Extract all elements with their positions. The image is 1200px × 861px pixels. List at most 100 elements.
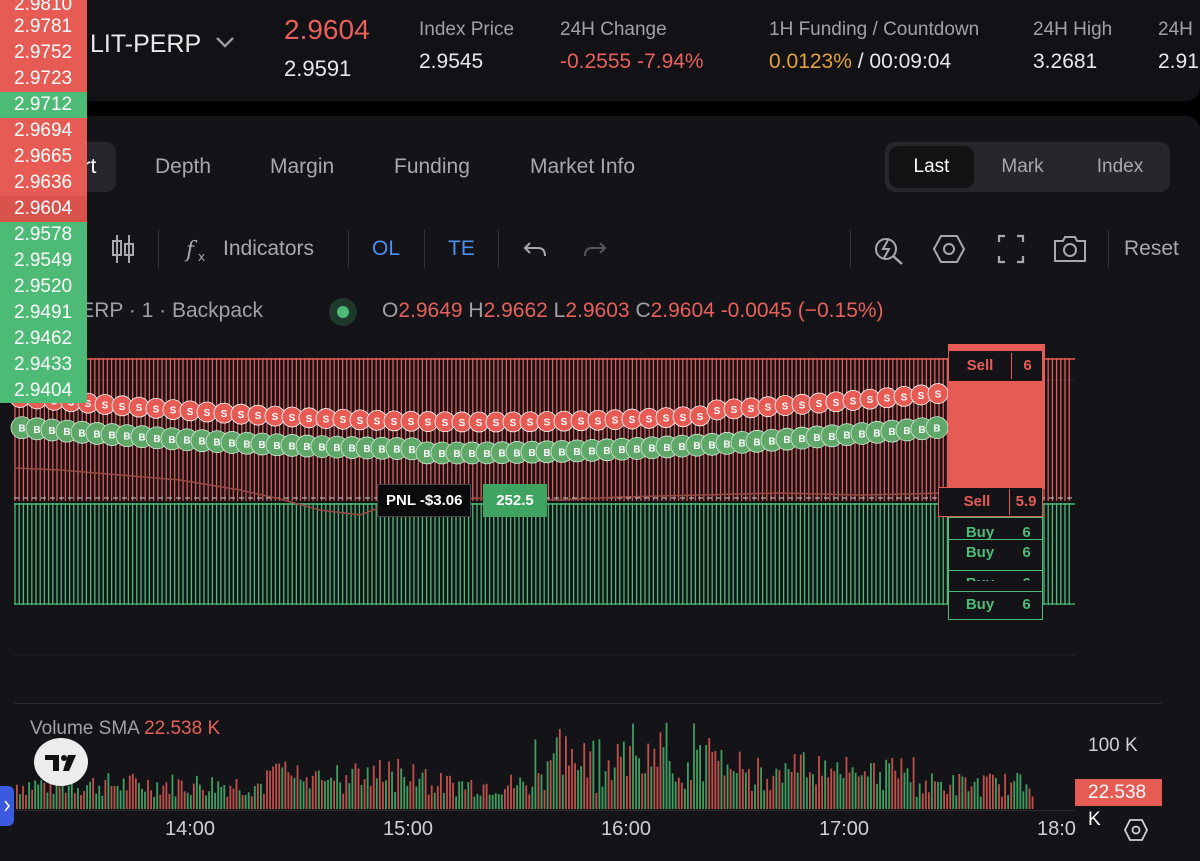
sell-trade-marker-label: S xyxy=(697,412,704,423)
volume-bar xyxy=(1007,795,1010,809)
volume-bar xyxy=(37,784,40,809)
buy-trade-marker-label: B xyxy=(228,438,235,449)
ol-toggle[interactable]: OL xyxy=(372,237,401,260)
indicators-button[interactable]: Indicators xyxy=(223,237,315,260)
volume-bar xyxy=(787,768,790,809)
volume-bar xyxy=(342,793,345,809)
low-24h-value: 2.91 xyxy=(1158,50,1199,73)
volume-bar xyxy=(101,795,104,809)
volume-label: Volume SMA xyxy=(30,718,139,739)
volume-bar xyxy=(900,758,903,809)
position-pnl-label[interactable]: PNL -$3.06 xyxy=(377,484,472,517)
funding-rate: 0.0123% xyxy=(769,50,852,73)
volume-bar xyxy=(1010,782,1013,809)
function-icon[interactable]: f x xyxy=(184,230,214,268)
price-source-last[interactable]: Last xyxy=(889,146,974,188)
volume-bar xyxy=(592,740,595,809)
volume-bar xyxy=(217,781,220,809)
volume-bar xyxy=(470,779,473,809)
volume-bar xyxy=(836,762,839,809)
current-sell-order[interactable]: Sell 5.9 xyxy=(938,487,1043,517)
buy-trade-marker-label: B xyxy=(693,441,700,452)
volume-bar xyxy=(748,769,750,809)
volume-bar xyxy=(302,781,305,809)
volume-bar xyxy=(696,749,698,809)
buy-trade-marker-label: B xyxy=(153,434,160,445)
volume-bar xyxy=(174,796,177,809)
price-source-mark[interactable]: Mark xyxy=(1001,156,1044,177)
buy-trade-marker-label: B xyxy=(768,436,775,447)
last-price: 2.9604 xyxy=(284,14,370,45)
volume-bar xyxy=(854,772,857,809)
sell-trade-marker-label: S xyxy=(204,408,211,419)
volume-bar xyxy=(714,751,717,809)
volume-bar xyxy=(446,775,448,809)
volume-bar xyxy=(52,793,55,809)
toolbar-divider xyxy=(424,230,425,268)
volume-bar xyxy=(735,772,738,809)
volume-bar xyxy=(199,784,201,809)
pane-divider xyxy=(14,703,1162,704)
volume-bar xyxy=(168,793,171,809)
candlestick-icon[interactable] xyxy=(110,230,136,268)
current-sell-side: Sell xyxy=(963,493,991,510)
axis-settings-icon[interactable] xyxy=(1124,818,1148,842)
sell-trade-marker-label: S xyxy=(833,398,840,409)
sell-trade-marker-label: S xyxy=(561,417,568,428)
volume-bar xyxy=(616,744,619,809)
sell-trade-marker-label: S xyxy=(629,415,636,426)
volume-bar xyxy=(821,775,823,809)
volume-bar xyxy=(796,772,799,809)
volume-bar xyxy=(769,790,772,809)
settings-hex-icon[interactable] xyxy=(932,230,966,268)
volume-bar xyxy=(751,790,753,809)
tab-funding[interactable]: Funding xyxy=(394,155,470,178)
buy-trade-marker-label: B xyxy=(873,428,880,439)
reset-button[interactable]: Reset xyxy=(1124,237,1179,260)
buy-trade-marker-label: B xyxy=(813,433,820,444)
low-label: L xyxy=(553,299,566,322)
volume-bar xyxy=(98,785,101,809)
volume-bar xyxy=(275,763,278,809)
volume-bar xyxy=(525,785,528,809)
svg-text:x: x xyxy=(198,250,205,264)
position-qty-label[interactable]: 252.5 xyxy=(483,484,547,517)
chevron-down-icon[interactable] xyxy=(214,34,236,50)
undo-icon[interactable] xyxy=(522,230,548,268)
tab-market-info[interactable]: Market Info xyxy=(530,155,636,178)
volume-bar xyxy=(461,781,464,809)
te-toggle[interactable]: TE xyxy=(448,237,475,260)
low-24h-label: 24H xyxy=(1158,19,1193,40)
fullscreen-icon[interactable] xyxy=(996,230,1026,268)
volume-bar xyxy=(851,767,854,809)
buy-trade-marker-label: B xyxy=(573,447,580,458)
buy-trade-marker-label: B xyxy=(633,444,640,455)
buy-order-stack[interactable]: Buy 6 Buy 6 Buy 6 Buy 6 xyxy=(948,517,1043,620)
redo-icon[interactable] xyxy=(582,230,608,268)
market-symbol[interactable]: LIT-PERP xyxy=(90,30,202,58)
volume-bar xyxy=(241,795,244,809)
tab-margin[interactable]: Margin xyxy=(270,155,335,178)
volume-bar xyxy=(49,773,52,809)
price-axis-label: 2.9404 xyxy=(0,378,87,403)
change-24h-label: 24H Change xyxy=(560,19,667,40)
volume-bar xyxy=(183,791,186,809)
tradingview-logo-icon[interactable] xyxy=(34,738,88,786)
sell-order-label[interactable]: Sell 6 xyxy=(948,350,1043,382)
volume-bar xyxy=(870,763,872,809)
volume-bar xyxy=(873,763,875,809)
funding-value: 0.0123% / 00:09:04 xyxy=(769,50,951,74)
price-source-index[interactable]: Index xyxy=(1096,156,1144,177)
sidebar-toggle-handle[interactable] xyxy=(0,786,14,826)
magnet-zoom-icon[interactable] xyxy=(872,230,906,268)
buy-trade-marker-label: B xyxy=(258,440,265,451)
volume-bar xyxy=(1013,781,1016,809)
tab-depth[interactable]: Depth xyxy=(155,155,212,178)
volume-bar xyxy=(180,780,183,809)
volume-bar xyxy=(113,786,116,809)
volume-bar xyxy=(232,788,235,809)
camera-icon[interactable] xyxy=(1052,230,1088,268)
volume-bar xyxy=(857,776,860,809)
buy-order-qty: 6 xyxy=(1011,570,1042,581)
volume-bar xyxy=(455,796,457,809)
